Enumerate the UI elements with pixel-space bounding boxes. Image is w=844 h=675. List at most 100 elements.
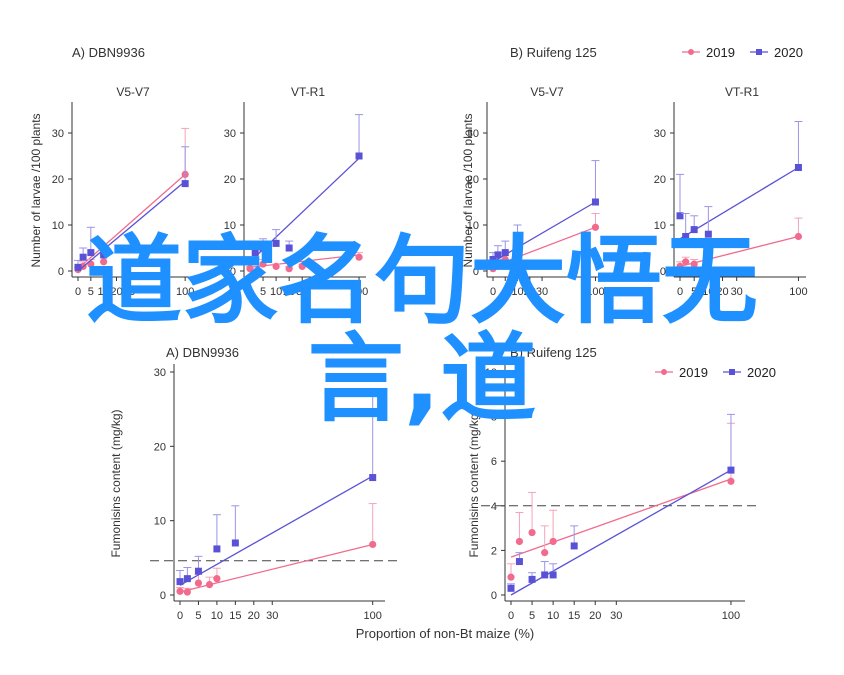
fit-line-2019 [77,173,186,270]
x-tick-label: 30 [731,286,743,298]
fit-line-2020 [77,180,186,272]
x-tick-label: 5 [195,610,201,622]
x-tick-label: 20 [524,286,536,298]
y-tick-label: 0 [660,266,666,278]
x-tick-label: 100 [722,610,740,622]
fit-line-2020 [679,166,799,240]
panel-subtitle: V5-V7 [116,85,150,99]
legend-marker-2019 [661,369,667,375]
x-tick-label: 15 [229,610,241,622]
data-point-2019 [515,537,524,546]
data-point-2020 [259,244,267,252]
data-point-2020 [194,567,202,575]
legend-top: 2019 2020 [682,45,803,60]
x-tick-label: 20 [589,610,601,622]
x-tick-label: 100 [176,286,194,298]
data-point-2019 [727,477,735,485]
data-point-2019 [298,262,306,270]
legend-label-2020: 2020 [747,365,776,380]
x-tick-label: 10 [98,286,110,298]
data-point-2019 [369,540,377,549]
data-point-2020 [251,249,259,257]
data-point-2020 [570,542,578,550]
fit-line-2019 [249,254,360,268]
x-axis-label: Proportion of non-Bt maize (%) [356,626,534,641]
legend-marker-2020 [729,369,735,375]
y-axis-label: Number of larvae /100 plants [461,113,475,267]
data-point-2020 [494,251,502,259]
data-point-2019 [507,573,515,581]
data-point-2020 [690,226,698,234]
data-point-2020 [794,164,802,171]
x-tick-label: 20 [110,286,122,298]
x-tick-label: 20 [248,610,260,622]
fit-line-2019 [679,235,799,268]
panel-subtitle: V5-V7 [530,85,564,99]
data-point-2019 [794,232,803,241]
data-point-2020 [183,575,191,583]
data-point-2019 [489,265,497,273]
x-tick-label: 100 [789,286,807,298]
panel-title: A) DBN9936 [72,45,145,60]
data-point-2020 [355,152,363,160]
data-point-2020 [272,239,280,247]
y-tick-label: 0 [58,266,64,278]
y-tick-label: 0 [473,266,479,278]
legend-marker-2019 [688,49,694,55]
x-tick-label: 5 [260,286,266,298]
y-tick-label: 10 [467,220,479,232]
data-point-2019 [682,258,690,266]
data-point-2020 [246,258,254,266]
data-point-2020 [727,466,735,474]
x-tick-label: 100 [586,286,604,298]
data-point-2020 [528,575,536,583]
data-point-2020 [549,571,557,579]
data-point-2019 [272,262,280,270]
legend-bottom: 2019 2020 [655,365,776,380]
data-point-2019 [355,253,363,261]
data-point-2019 [100,258,108,266]
x-tick-label: 0 [490,286,496,298]
data-point-2020 [181,180,189,188]
data-point-2020 [213,545,221,553]
x-tick-label: 5 [502,286,508,298]
data-point-2020 [369,474,377,482]
data-point-2020 [285,244,293,252]
panel-subtitle: VT-R1 [725,85,759,99]
data-point-2020 [79,253,87,261]
data-point-2019 [676,262,684,270]
data-point-2019 [246,265,254,273]
data-point-2019 [704,258,712,266]
x-tick-label: 0 [247,286,253,298]
y-tick-label: 10 [224,220,236,232]
x-tick-label: 0 [677,286,683,298]
x-tick-label: 5 [88,286,94,298]
y-tick-label: 0 [230,266,236,278]
x-tick-label: 10 [211,610,223,622]
x-tick-label: 10 [511,286,523,298]
y-tick-label: 10 [154,516,166,528]
data-point-2019 [549,537,557,546]
y-axis-label: Number of larvae /100 plants [29,113,43,267]
y-tick-label: 20 [467,174,479,186]
fit-line-2019 [492,226,596,268]
x-tick-label: 30 [123,286,135,298]
data-point-2019 [213,575,221,583]
data-point-2020 [676,212,684,220]
x-tick-label: 30 [296,286,308,298]
y-tick-label: 6 [491,456,497,468]
data-point-2019 [259,260,267,268]
x-tick-label: 20 [283,286,295,298]
x-tick-label: 0 [177,610,183,622]
x-tick-label: 30 [266,610,278,622]
y-tick-label: 10 [52,220,64,232]
data-point-2019 [176,587,184,595]
data-point-2019 [194,579,203,587]
x-tick-label: 10 [270,286,282,298]
data-point-2020 [100,251,108,259]
data-point-2019 [541,549,549,557]
